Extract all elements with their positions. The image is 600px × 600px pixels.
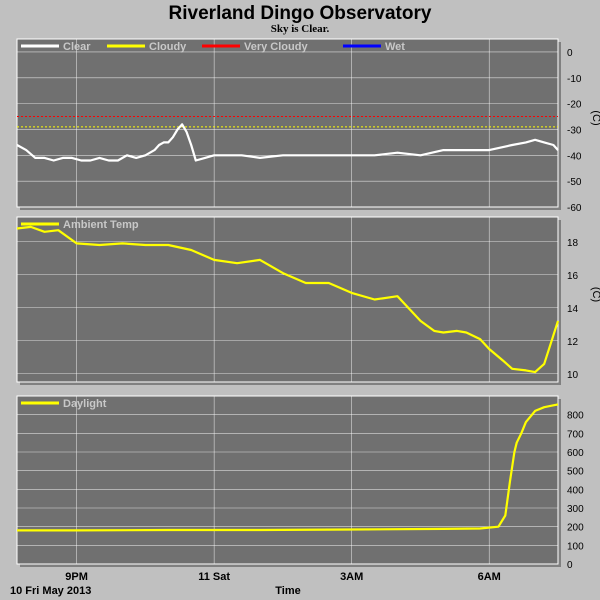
x-axis: 9PM 11 Sat 3AM 6AM [65,571,501,583]
sky-panel: Clear Cloudy Very Cloudy Wet 0 -10 -20 -30 -40 -5… [16,38,600,214]
daylight-panel: Daylight 800 700 600 500 400 300 200 100 0 [16,395,584,571]
x-tick-label: 6AM [478,571,501,583]
y-tick-label: 14 [567,304,579,315]
y-tick-label: 200 [567,523,584,534]
x-tick-label: 11 Sat [198,571,230,583]
y-tick-label: -20 [567,100,582,111]
legend-label: Wet [385,41,405,53]
plot-area [16,38,559,208]
y-tick-label: 0 [567,560,573,571]
chart-title: Riverland Dingo Observatory [169,3,432,24]
y-tick-label: 16 [567,271,579,282]
y-tick-label: 12 [567,337,579,348]
legend-label: Very Cloudy [244,41,308,53]
series-line [16,123,559,162]
y-tick-label: -60 [567,203,582,214]
y-tick-label: 10 [567,370,579,381]
y-tick-label: 400 [567,485,584,496]
y-tick-label: 0 [567,48,573,59]
y-tick-label: 300 [567,504,584,515]
y-tick-label: 18 [567,238,579,249]
ambient-panel: Ambient Temp 18 16 14 12 10 (C) [16,216,600,385]
y-tick-label: -40 [567,151,582,162]
chart-subtitle: Sky is Clear. [271,23,330,35]
x-axis-date-label: 10 Fri May 2013 [10,585,91,597]
legend-label: Cloudy [149,41,187,53]
legend-label: Daylight [63,398,107,410]
y-tick-label: 600 [567,448,584,459]
x-tick-label: 3AM [340,571,363,583]
y-tick-label: -30 [567,125,582,136]
x-tick-label: 9PM [65,571,88,583]
y-tick-label: -10 [567,74,582,85]
plot-area [16,395,559,565]
y-axis-unit: (C) [590,110,600,125]
y-tick-label: 100 [567,541,584,552]
y-axis-unit: (C) [590,287,600,302]
series-line [16,225,560,374]
series-line [17,403,559,532]
y-tick-label: 500 [567,467,584,478]
legend-label: Clear [63,41,91,53]
legend-label: Ambient Temp [63,219,139,231]
y-tick-label: 800 [567,411,584,422]
x-axis-label: Time [275,585,300,597]
y-tick-label: -50 [567,177,582,188]
y-tick-label: 700 [567,429,584,440]
